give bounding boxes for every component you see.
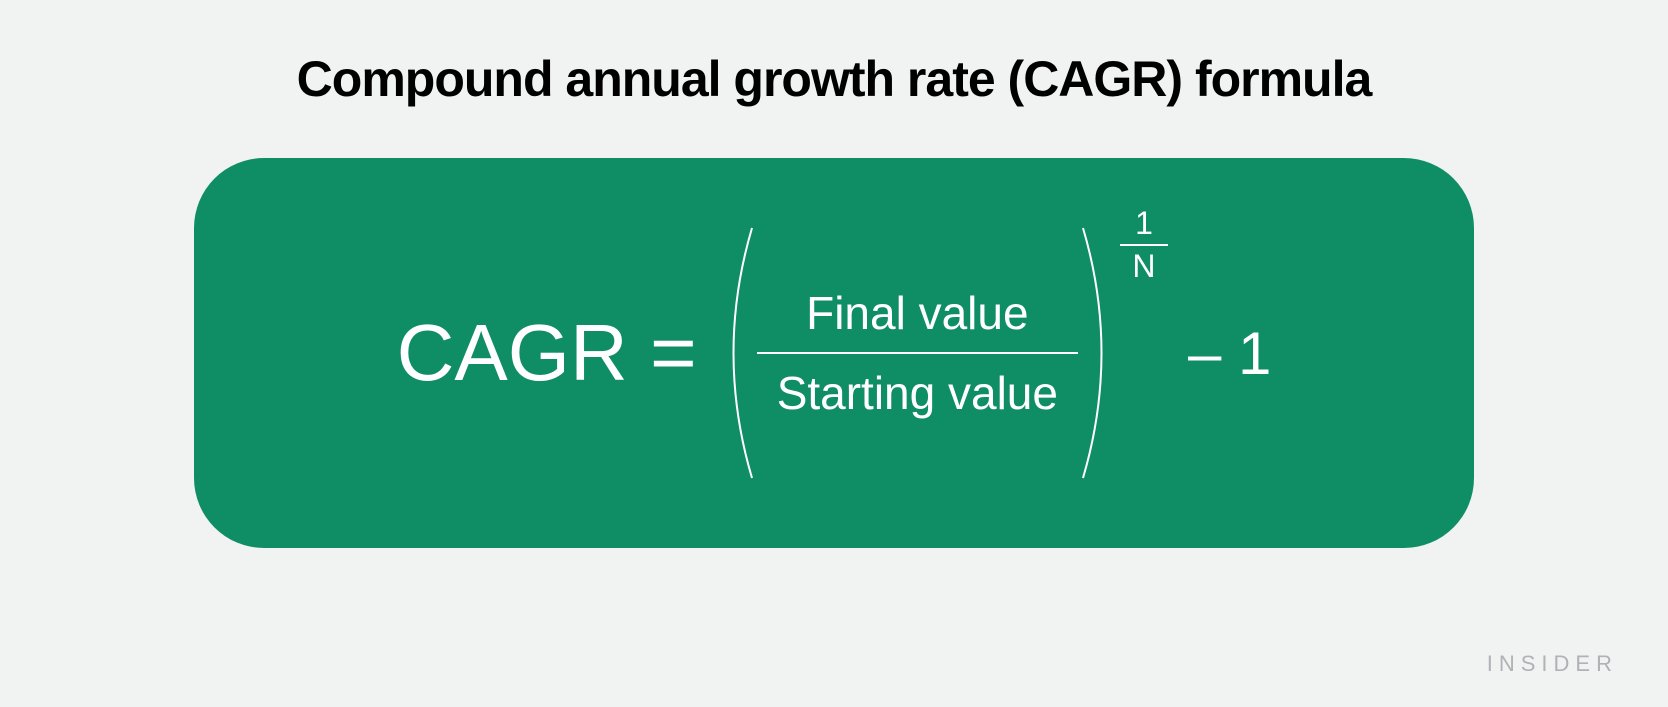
exponent-numerator: 1 xyxy=(1127,203,1161,244)
attribution-text: INSIDER xyxy=(1487,651,1618,677)
formula-suffix: – 1 xyxy=(1188,319,1271,388)
parentheses-group: Final value Starting value xyxy=(707,223,1128,483)
fraction-denominator: Starting value xyxy=(757,354,1078,432)
formula-container: CAGR = Final value Starting value 1 N – … xyxy=(194,158,1474,548)
page-title: Compound annual growth rate (CAGR) formu… xyxy=(297,50,1372,108)
right-paren-icon xyxy=(1068,223,1128,483)
cagr-formula: CAGR = Final value Starting value 1 N – … xyxy=(397,223,1272,483)
exponent-denominator: N xyxy=(1124,246,1163,287)
main-fraction: Final value Starting value xyxy=(757,274,1078,432)
formula-lhs: CAGR = xyxy=(397,307,697,399)
fraction-numerator: Final value xyxy=(786,274,1048,352)
